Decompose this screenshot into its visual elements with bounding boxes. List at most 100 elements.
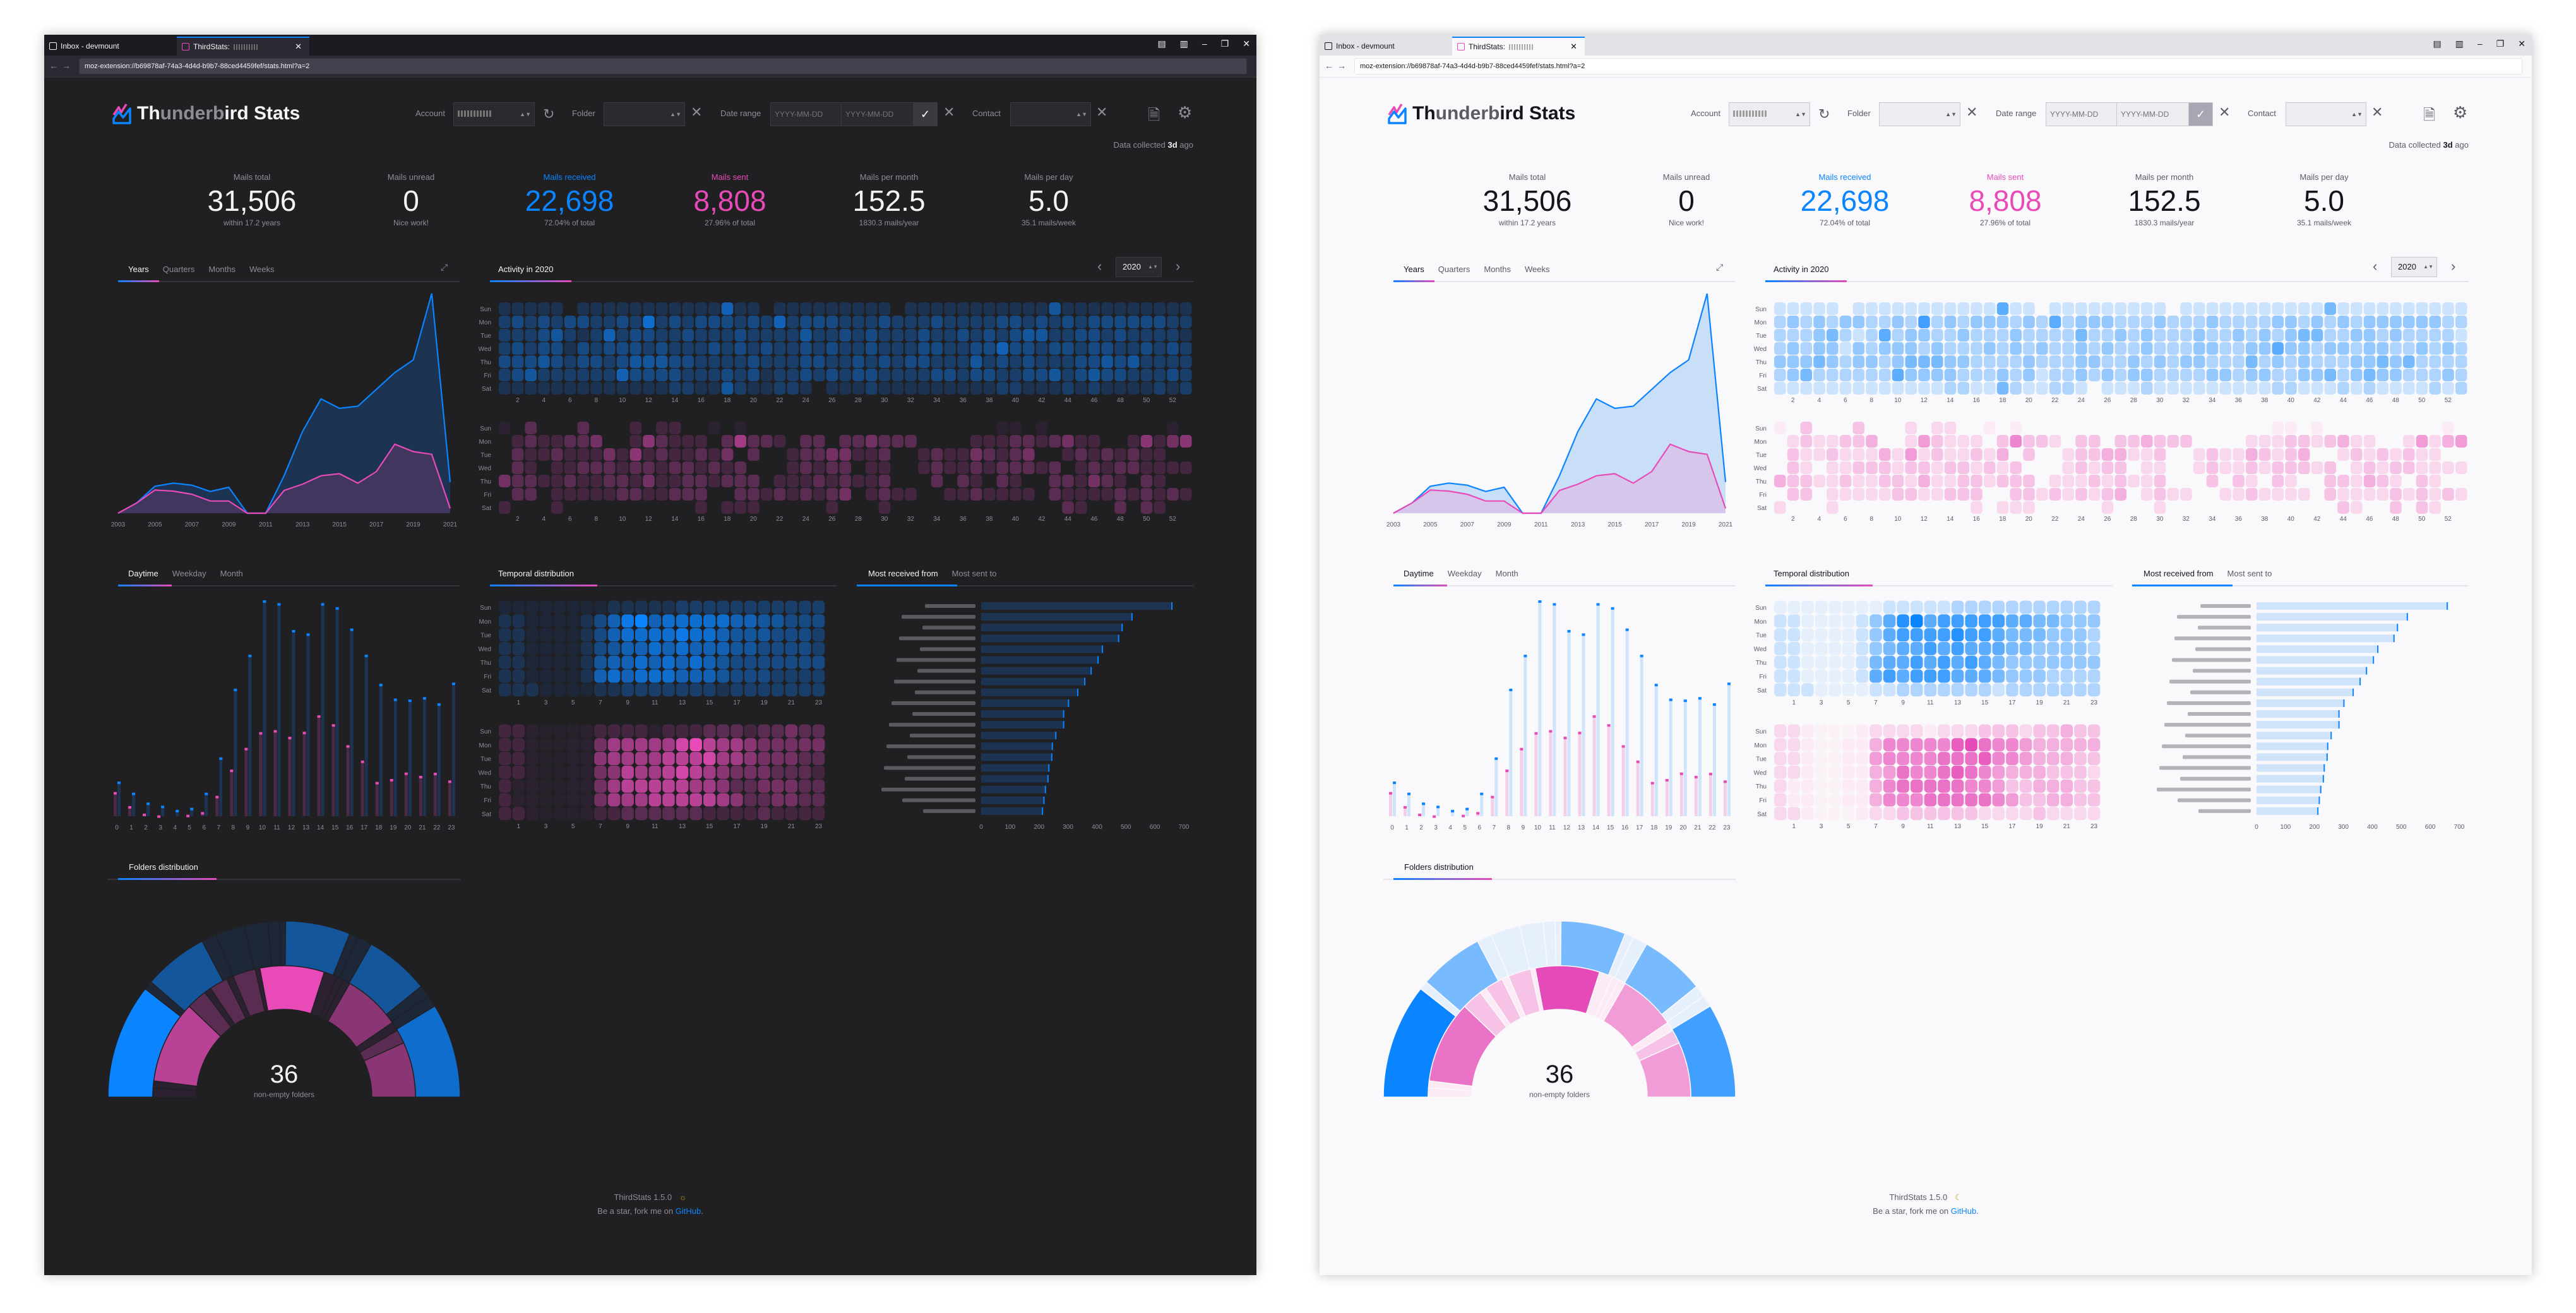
url-field[interactable]: moz-extension://b69878af-74a3-4d4d-b9b7-… xyxy=(1354,58,2522,74)
url-field[interactable]: moz-extension://b69878af-74a3-4d4d-b9b7-… xyxy=(79,58,1247,74)
expand-icon[interactable]: ⤢ xyxy=(441,262,448,272)
heatmap-cell xyxy=(1128,448,1140,461)
week-label: 22 xyxy=(776,397,784,404)
addons-icon[interactable]: ▤ xyxy=(2433,39,2442,49)
theme-toggle-icon[interactable]: ☾ xyxy=(1954,1192,1962,1202)
tab-folders[interactable]: Folders distribution xyxy=(1404,862,1474,872)
calendar-icon[interactable]: ▥ xyxy=(1179,39,1188,49)
expand-icon[interactable]: ⤢ xyxy=(1716,262,1724,272)
browser-tab-thirdstats[interactable]: ThirdStats: ✕ xyxy=(177,37,309,56)
tab-most-sent[interactable]: Most sent to xyxy=(2227,569,2272,578)
account-select[interactable]: ▲▼ xyxy=(1729,102,1810,126)
bar-sent-cap xyxy=(1578,732,1582,735)
forward-icon[interactable]: → xyxy=(62,61,71,71)
apply-date-button[interactable]: ✓ xyxy=(913,102,938,126)
tab-daytime[interactable]: Daytime xyxy=(128,569,158,578)
heatmap-cell xyxy=(1879,488,1891,501)
heatmap-cell xyxy=(2193,302,2205,315)
gear-icon[interactable]: ⚙ xyxy=(1178,103,1193,122)
tab-months[interactable]: Months xyxy=(208,264,236,274)
tab-months[interactable]: Months xyxy=(1484,264,1511,274)
year-select[interactable]: 2020 ▲▼ xyxy=(1116,257,1162,277)
tab-years[interactable]: Years xyxy=(1404,264,1424,274)
previous-year-icon[interactable]: ‹ xyxy=(2373,258,2378,274)
heatmap-cell xyxy=(799,669,811,683)
tab-most-received[interactable]: Most received from xyxy=(2144,569,2214,578)
next-year-icon[interactable]: › xyxy=(2451,258,2456,274)
tab-activity[interactable]: Activity in 2020 xyxy=(1774,264,1829,274)
close-tab-icon[interactable]: ✕ xyxy=(295,42,302,51)
tab-folders[interactable]: Folders distribution xyxy=(129,862,198,872)
date-end-input[interactable] xyxy=(2116,102,2189,126)
addons-icon[interactable]: ▤ xyxy=(1157,39,1166,49)
clear-contact-icon[interactable]: ✕ xyxy=(1096,104,1108,120)
heatmap-cell xyxy=(1062,382,1074,395)
tab-temporal[interactable]: Temporal distribution xyxy=(498,569,574,578)
restore-button[interactable]: ❐ xyxy=(2496,39,2505,49)
heatmap-cell xyxy=(2442,382,2454,395)
gear-icon[interactable]: ⚙ xyxy=(2453,103,2468,122)
refresh-icon[interactable]: ↻ xyxy=(1818,106,1830,122)
restore-button[interactable]: ❐ xyxy=(1220,39,1229,49)
minimize-button[interactable]: – xyxy=(1202,39,1207,49)
date-end-input[interactable] xyxy=(841,102,914,126)
document-icon[interactable]: 🗎 xyxy=(1148,107,1160,124)
tab-temporal[interactable]: Temporal distribution xyxy=(1774,569,1849,578)
calendar-icon[interactable]: ▥ xyxy=(2455,39,2464,49)
tab-weekday[interactable]: Weekday xyxy=(1447,569,1482,578)
heatmap-cell xyxy=(2324,329,2336,342)
theme-toggle-icon[interactable]: ☼ xyxy=(679,1192,687,1202)
heatmap-cell xyxy=(2033,669,2046,683)
date-start-input[interactable] xyxy=(2046,102,2117,126)
previous-year-icon[interactable]: ‹ xyxy=(1097,258,1102,274)
contact-select[interactable]: ▲▼ xyxy=(1010,102,1091,126)
heatmap-cell xyxy=(799,765,811,779)
tab-weekday[interactable]: Weekday xyxy=(172,569,206,578)
x-tick-label: 100 xyxy=(1005,824,1016,831)
back-icon[interactable]: ← xyxy=(1325,61,1333,71)
tab-activity[interactable]: Activity in 2020 xyxy=(498,264,554,274)
next-year-icon[interactable]: › xyxy=(1176,258,1181,274)
github-link[interactable]: GitHub xyxy=(1950,1206,1977,1216)
contact-select[interactable]: ▲▼ xyxy=(2286,102,2366,126)
close-window-button[interactable]: ✕ xyxy=(1243,39,1250,49)
heatmap-cell xyxy=(2311,329,2323,342)
heatmap-cell xyxy=(2036,382,2048,395)
browser-tab-inbox[interactable]: Inbox - devmount xyxy=(44,37,177,56)
tab-most-received[interactable]: Most received from xyxy=(868,569,938,578)
back-icon[interactable]: ← xyxy=(49,61,58,71)
tab-weeks[interactable]: Weeks xyxy=(249,264,275,274)
date-start-input[interactable] xyxy=(770,102,842,126)
clear-date-icon[interactable]: ✕ xyxy=(943,104,955,120)
minimize-button[interactable]: – xyxy=(2477,39,2483,49)
tab-weeks[interactable]: Weeks xyxy=(1525,264,1550,274)
tab-month[interactable]: Month xyxy=(220,569,243,578)
heatmap-cell xyxy=(1023,448,1035,461)
browser-tab-thirdstats[interactable]: ThirdStats: ✕ xyxy=(1452,37,1585,56)
refresh-icon[interactable]: ↻ xyxy=(543,106,555,122)
browser-tab-inbox[interactable]: Inbox - devmount xyxy=(1320,37,1452,56)
clear-folder-icon[interactable]: ✕ xyxy=(691,104,703,120)
apply-date-button[interactable]: ✓ xyxy=(2188,102,2213,126)
tab-quarters[interactable]: Quarters xyxy=(1438,264,1470,274)
folder-select[interactable]: ▲▼ xyxy=(604,102,685,126)
clear-contact-icon[interactable]: ✕ xyxy=(2371,104,2383,120)
tab-years[interactable]: Years xyxy=(128,264,149,274)
year-select[interactable]: 2020 ▲▼ xyxy=(2391,257,2437,277)
tab-daytime[interactable]: Daytime xyxy=(1404,569,1434,578)
forward-icon[interactable]: → xyxy=(1337,61,1346,71)
clear-date-icon[interactable]: ✕ xyxy=(2219,104,2231,120)
heatmap-cell xyxy=(1101,355,1113,368)
document-icon[interactable]: 🗎 xyxy=(2423,107,2436,124)
hour-label: 23 xyxy=(1723,824,1731,831)
close-window-button[interactable]: ✕ xyxy=(2518,39,2525,49)
heatmap-cell xyxy=(1869,655,1882,669)
tab-quarters[interactable]: Quarters xyxy=(162,264,195,274)
close-tab-icon[interactable]: ✕ xyxy=(1570,42,1577,51)
account-select[interactable]: ▲▼ xyxy=(453,102,535,126)
tab-most-sent[interactable]: Most sent to xyxy=(951,569,997,578)
folder-select[interactable]: ▲▼ xyxy=(1879,102,1960,126)
tab-month[interactable]: Month xyxy=(1495,569,1518,578)
clear-folder-icon[interactable]: ✕ xyxy=(1966,104,1978,120)
github-link[interactable]: GitHub xyxy=(675,1206,701,1216)
